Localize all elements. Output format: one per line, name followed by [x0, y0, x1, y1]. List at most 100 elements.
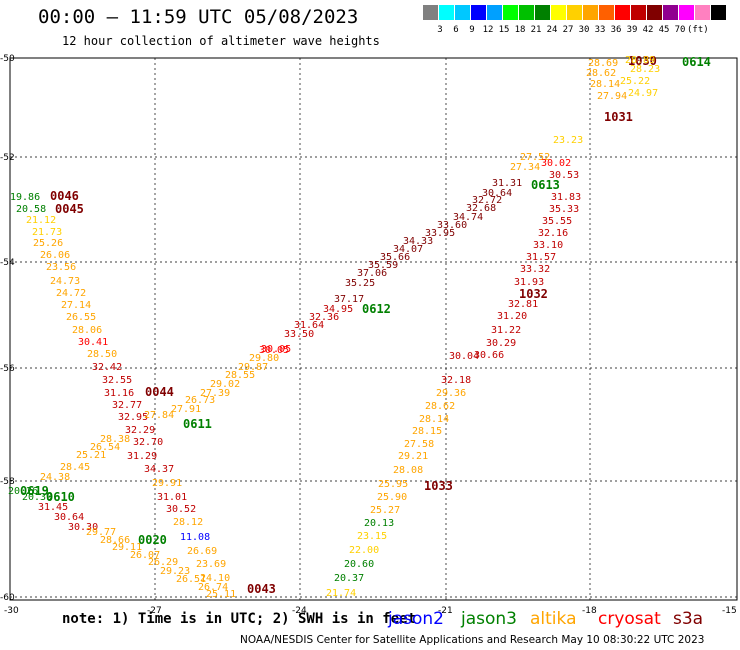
swh-value: 27.94 [597, 91, 627, 102]
legend-swatch [615, 5, 630, 20]
swh-value: 30.64 [54, 512, 84, 523]
swh-value: 31.83 [551, 192, 581, 203]
legend-label: 15 [498, 25, 510, 35]
swh-value: 32.72 [472, 195, 502, 206]
map-title: 00:00 – 11:59 UTC 05/08/2023 [38, 6, 359, 28]
swh-value: 25.27 [370, 505, 400, 516]
legend-swatch [631, 5, 646, 20]
swh-value: 29.91 [152, 478, 182, 489]
swh-value: 28.23 [630, 64, 660, 75]
swh-value: 28.06 [72, 325, 102, 336]
legend-label: 42 [642, 25, 654, 35]
swh-value: 29.87 [238, 362, 268, 373]
map-subtitle: 12 hour collection of altimeter wave hei… [62, 34, 380, 48]
lat-label: -56 [0, 364, 15, 374]
swh-value: 22.00 [349, 545, 379, 556]
swh-value: 29.80 [249, 353, 279, 364]
legend-swatch [551, 5, 566, 20]
swh-value: 26.51 [176, 574, 206, 585]
legend-swatch [663, 5, 678, 20]
swh-value: 31.31 [492, 178, 522, 189]
swh-value: 27.34 [510, 162, 540, 173]
swh-value: 25.90 [377, 492, 407, 503]
swh-value: 20.39 [22, 492, 52, 503]
legend-label: 45 [658, 25, 670, 35]
swh-value: 20.58 [16, 204, 46, 215]
swh-value: 23.23 [553, 135, 583, 146]
pass-id-label: 0611 [183, 417, 212, 431]
swh-value: 33.95 [425, 228, 455, 239]
swh-value: 28.12 [173, 517, 203, 528]
swh-value: 28.15 [412, 426, 442, 437]
swh-value: 29.21 [398, 451, 428, 462]
swh-value: 25.79 [0, 0, 30, 3]
legend-label: 36 [610, 25, 622, 35]
swh-value: 24.73 [50, 276, 80, 287]
swh-value: 24.72 [56, 288, 86, 299]
legend-swatch [679, 5, 694, 20]
legend-swatch [695, 5, 710, 20]
pass-id-label: 0043 [247, 582, 276, 596]
swh-value: 24.97 [628, 88, 658, 99]
swh-value: 26.74 [198, 582, 228, 593]
swh-value: 31.01 [157, 492, 187, 503]
legend-swatch [711, 5, 726, 20]
legend-swatch [567, 5, 582, 20]
legend-swatch [439, 5, 454, 20]
swh-value: 24.38 [40, 472, 70, 483]
swh-value: 33.10 [533, 240, 563, 251]
swh-value: 35.66 [380, 252, 410, 263]
lon-label: -24 [292, 606, 307, 616]
swh-value: 28.45 [60, 462, 90, 473]
legend-label: 6 [453, 25, 459, 35]
swh-value: 30.29 [486, 338, 516, 349]
swh-value: 30.05 [261, 344, 291, 355]
swh-value: 30.30 [68, 522, 98, 533]
swh-value: 32.95 [118, 412, 148, 423]
swh-value: 25.21 [76, 450, 106, 461]
swh-value: 23.56 [46, 262, 76, 273]
swh-value: 28.38 [100, 434, 130, 445]
swh-value: 19.86 [10, 192, 40, 203]
swh-value: 32.81 [508, 299, 538, 310]
swh-value: 34.37 [144, 464, 174, 475]
lat-label: -54 [0, 258, 15, 268]
swh-value: 25.22 [620, 76, 650, 87]
swh-value: 30.53 [549, 170, 579, 181]
swh-value: 26.69 [187, 546, 217, 557]
legend-label: 39 [626, 25, 638, 35]
swh-value: 26.06 [40, 250, 70, 261]
swh-value: 32.70 [133, 437, 163, 448]
swh-value: 31.57 [526, 252, 556, 263]
lon-label: -30 [4, 606, 19, 616]
swh-value: 26.07 [0, 0, 30, 3]
swh-value: 35.33 [549, 204, 579, 215]
pass-id-label: 1032 [519, 287, 548, 301]
swh-value: 33.50 [284, 329, 314, 340]
lat-label: -58 [0, 477, 15, 487]
swh-value: 23.69 [196, 559, 226, 570]
swh-value: 29.02 [210, 379, 240, 390]
swh-value: 26.07 [130, 550, 160, 561]
swh-value: 25.11 [206, 589, 236, 600]
legend-label: 33 [594, 25, 606, 35]
legend-swatch [503, 5, 518, 20]
legend-label: 30 [578, 25, 590, 35]
swh-value: 33.32 [520, 264, 550, 275]
pass-id-label: 0612 [362, 302, 391, 316]
swh-value: 31.22 [491, 325, 521, 336]
legend-swatch [487, 5, 502, 20]
swh-value: 26.54 [90, 442, 120, 453]
satellite-cryosat: cryosat [598, 609, 661, 629]
swh-value: 33.60 [437, 220, 467, 231]
swh-value: 27.39 [200, 388, 230, 399]
pass-id-label: 0619 [20, 484, 49, 498]
swh-value: 20.60 [344, 559, 374, 570]
legend-label: (ft) [687, 25, 709, 35]
pass-id-label: 0614 [682, 55, 711, 69]
swh-value: 32.42 [92, 362, 122, 373]
satellite-jason3: jason3 [461, 609, 517, 629]
satellite-jason2: jason2 [388, 609, 444, 629]
swh-value: 27.84 [144, 410, 174, 421]
